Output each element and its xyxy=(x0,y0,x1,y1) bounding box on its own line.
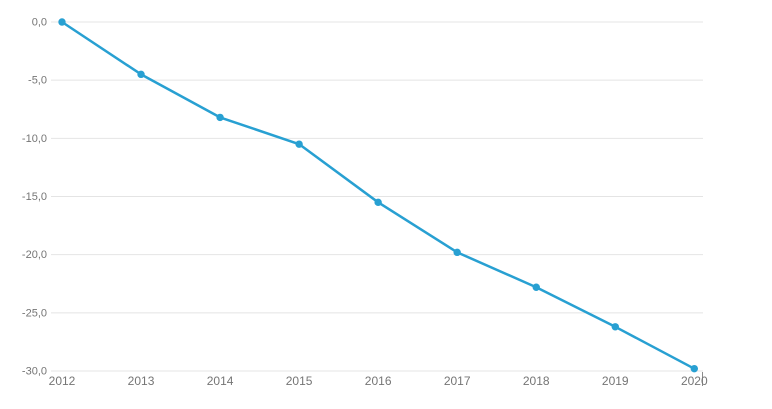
data-point[interactable] xyxy=(374,198,382,207)
data-point[interactable] xyxy=(532,283,540,291)
x-axis-tick-label: 2012 xyxy=(49,374,76,388)
x-axis-tick-label: 2020 xyxy=(681,374,708,388)
x-axis-tick-label: 2015 xyxy=(286,374,313,388)
y-axis-tick-label: -5,0 xyxy=(28,75,47,87)
x-axis-tick-label: 2018 xyxy=(523,374,550,388)
data-point[interactable] xyxy=(690,364,698,373)
y-axis-tick-label: -30,0 xyxy=(22,366,47,378)
x-axis-tick-label: 2019 xyxy=(602,374,629,388)
y-axis-tick-label: 0,0 xyxy=(32,17,47,29)
data-point[interactable] xyxy=(58,18,66,26)
x-axis-tick-label: 2014 xyxy=(207,374,234,388)
y-axis-tick-label: -15,0 xyxy=(22,191,47,203)
x-axis-tick-label: 2017 xyxy=(444,374,471,388)
y-axis-tick-label: -10,0 xyxy=(22,133,47,145)
y-axis-tick-label: -25,0 xyxy=(22,307,47,319)
x-axis-tick-label: 2016 xyxy=(365,374,392,388)
y-axis-tick-label: -20,0 xyxy=(22,249,47,261)
data-point[interactable] xyxy=(611,323,619,331)
data-point[interactable] xyxy=(216,113,224,122)
x-axis-tick-label: 2013 xyxy=(128,374,155,388)
data-point[interactable] xyxy=(295,140,303,148)
data-point[interactable] xyxy=(137,70,145,79)
data-point[interactable] xyxy=(453,248,461,257)
